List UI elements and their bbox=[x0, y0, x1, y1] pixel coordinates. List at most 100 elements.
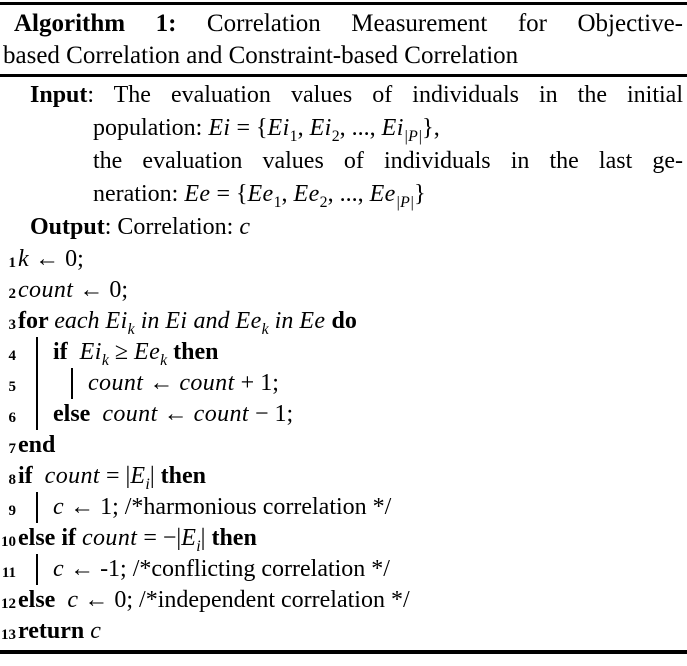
plain-text: : Correlation: bbox=[104, 214, 240, 240]
plain-text: based Correlation and Constraint-based C… bbox=[3, 42, 519, 69]
top-rule bbox=[0, 2, 687, 5]
plain-text: }, bbox=[422, 115, 440, 141]
plain-text: , ..., bbox=[339, 115, 382, 141]
plain-text: ← 0; bbox=[73, 277, 128, 303]
plain-text: ≥ bbox=[108, 339, 135, 365]
italic-text: in bbox=[268, 308, 300, 334]
math-text: E bbox=[181, 525, 197, 551]
algorithm-caption: Algorithm 1: Correlation Measurement for… bbox=[0, 5, 687, 74]
plain-text: | bbox=[200, 525, 206, 551]
indent-bar bbox=[36, 554, 53, 585]
caption-line: Algorithm 1: Correlation Measurement for… bbox=[0, 8, 687, 40]
subscript-text: k bbox=[127, 320, 135, 338]
math-text: Ee bbox=[134, 339, 161, 365]
plain-text: ← 1; /*harmonious correlation */ bbox=[64, 494, 392, 520]
code-text: k ← 0; bbox=[18, 244, 687, 275]
plain-text: : The evaluation values of individuals i… bbox=[87, 82, 683, 108]
plain-text: = { bbox=[210, 181, 248, 207]
plain-text bbox=[68, 339, 80, 365]
plain-text: = | bbox=[100, 463, 131, 489]
line-number: 5 bbox=[8, 379, 17, 395]
keyword-text: end bbox=[18, 432, 56, 458]
plain-text bbox=[55, 587, 67, 613]
math-text: Ei bbox=[309, 115, 332, 141]
subscript-text: 2 bbox=[331, 127, 340, 145]
math-text: Ei bbox=[267, 115, 290, 141]
code-line: 10 else if count = −|Ei| then bbox=[0, 523, 687, 554]
indent-bar bbox=[36, 368, 53, 399]
plain-text bbox=[90, 401, 102, 427]
code-line: 5 count ← count + 1; bbox=[0, 368, 687, 399]
code-line: 13 return c bbox=[0, 616, 687, 647]
subscript-text: |P| bbox=[403, 127, 423, 145]
math-text: Ee bbox=[247, 181, 274, 207]
subscript-text: |P| bbox=[395, 193, 415, 211]
plain-text: ← 0; bbox=[29, 246, 84, 272]
line-number: 2 bbox=[8, 286, 17, 302]
code-text: for each Eik in Ei and Eek in Ee do bbox=[18, 306, 687, 337]
code-line: 9 c ← 1; /*harmonious correlation */ bbox=[0, 492, 687, 523]
math-text: Ee bbox=[293, 181, 320, 207]
line-number: 1 bbox=[8, 255, 17, 271]
italic-text: each bbox=[54, 308, 106, 334]
math-text: c bbox=[53, 494, 65, 520]
subscript-text: i bbox=[196, 537, 201, 555]
math-text: Ei bbox=[165, 308, 188, 334]
italic-text: in bbox=[134, 308, 166, 334]
math-text: Ee bbox=[299, 308, 326, 334]
plain-text: ← -1; /*conflicting correlation */ bbox=[64, 556, 390, 582]
caption-line: based Correlation and Constraint-based C… bbox=[0, 40, 687, 72]
subscript-text: i bbox=[145, 475, 150, 493]
math-text: c bbox=[239, 214, 251, 240]
math-text: k bbox=[18, 246, 30, 272]
keyword-text: for bbox=[18, 308, 55, 334]
plain-text: ← bbox=[157, 401, 194, 427]
subscript-text: k bbox=[101, 351, 109, 369]
math-text: c bbox=[90, 618, 102, 644]
io-line: neration: Ee = {Ee1, Ee2, ..., Ee|P|} bbox=[0, 178, 687, 211]
line-number: 3 bbox=[8, 317, 17, 333]
math-text: count bbox=[179, 370, 235, 396]
io-line: the evaluation values of individuals in … bbox=[0, 145, 687, 178]
keyword-text: else bbox=[53, 401, 91, 427]
plain-text: Correlation Measurement for Objective- bbox=[176, 10, 683, 37]
plain-text bbox=[33, 463, 45, 489]
code-text: end bbox=[18, 430, 687, 461]
code-text: else count ← count − 1; bbox=[53, 399, 687, 430]
math-text: Ei bbox=[381, 115, 404, 141]
code-text: if Eik ≥ Eek then bbox=[53, 337, 687, 368]
plain-text: the evaluation values of individuals in … bbox=[93, 148, 683, 174]
plain-text: neration: bbox=[93, 181, 185, 207]
subscript-text: 1 bbox=[289, 127, 298, 145]
plain-text: , bbox=[297, 115, 310, 141]
keyword-text: then bbox=[205, 525, 257, 551]
keyword-text: do bbox=[325, 308, 357, 334]
code-text: else c ← 0; /*independent correlation */ bbox=[18, 585, 687, 616]
keyword-text: else if bbox=[18, 525, 82, 551]
subscript-text: k bbox=[261, 320, 269, 338]
indent-bar bbox=[36, 399, 53, 430]
math-text: count bbox=[44, 463, 100, 489]
math-text: count bbox=[102, 401, 158, 427]
io-block: Input: The evaluation values of individu… bbox=[0, 77, 687, 244]
italic-text: and bbox=[187, 308, 236, 334]
code-text: return c bbox=[18, 616, 687, 647]
line-number: 7 bbox=[8, 441, 17, 457]
math-text: count bbox=[18, 277, 74, 303]
line-number: 12 bbox=[1, 596, 16, 612]
math-text: c bbox=[67, 587, 79, 613]
keyword-text: if bbox=[18, 463, 33, 489]
plain-text: ← bbox=[143, 370, 180, 396]
code-line: 6 else count ← count − 1; bbox=[0, 399, 687, 430]
code-line: 2 count ← 0; bbox=[0, 275, 687, 306]
plain-text: = { bbox=[230, 115, 268, 141]
math-text: count bbox=[81, 525, 138, 551]
keyword-text: Input bbox=[30, 82, 88, 108]
indent-bar bbox=[36, 337, 53, 368]
io-line: population: Ei = {Ei1, Ei2, ..., Ei|P|}, bbox=[0, 112, 687, 145]
code-line: 8 if count = |Ei| then bbox=[0, 461, 687, 492]
subscript-text: 1 bbox=[273, 193, 282, 211]
code-line: 7 end bbox=[0, 430, 687, 461]
